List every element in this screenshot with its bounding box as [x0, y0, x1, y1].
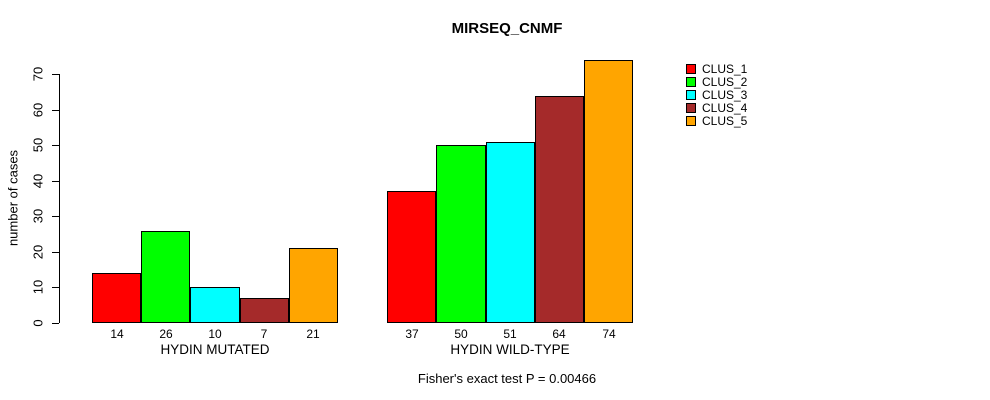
bar-value-label: 74 [602, 327, 616, 341]
bar-clus_3-2 [486, 142, 535, 323]
y-tick-label: 0 [30, 319, 45, 327]
bar-value-label: 10 [208, 327, 222, 341]
bar-clus_5-1 [289, 248, 338, 323]
bar-value-label: 50 [454, 327, 468, 341]
y-tick-mark [52, 74, 59, 75]
y-tick-mark [52, 110, 59, 111]
legend-label: CLUS_4 [702, 101, 748, 115]
bar-value-label: 26 [159, 327, 173, 341]
legend-label: CLUS_2 [702, 75, 748, 89]
bar-clus_4-1 [240, 298, 289, 323]
chart-title: MIRSEQ_CNMF [451, 20, 563, 37]
x-category-label: HYDIN MUTATED [160, 342, 270, 357]
y-tick-label: 10 [30, 279, 45, 295]
legend-row: CLUS_4 [686, 101, 747, 115]
legend-label: CLUS_3 [702, 88, 748, 102]
bar-value-label: 21 [306, 327, 320, 341]
y-tick-mark [52, 252, 59, 253]
y-tick-label: 50 [30, 137, 45, 153]
bar-value-label: 37 [405, 327, 419, 341]
fisher-test-annotation: Fisher's exact test P = 0.00466 [417, 371, 597, 386]
bar-value-label: 51 [503, 327, 517, 341]
y-tick-mark [52, 287, 59, 288]
y-tick-label: 70 [30, 66, 45, 82]
y-tick-label: 30 [30, 208, 45, 224]
legend-row: CLUS_3 [686, 88, 747, 102]
bar-value-label: 7 [260, 327, 268, 341]
legend-swatch-clus_5 [686, 116, 696, 126]
bar-clus_4-2 [535, 96, 584, 323]
bar-clus_1-2 [387, 191, 436, 323]
legend-swatch-clus_4 [686, 103, 696, 113]
x-category-label: HYDIN WILD-TYPE [450, 342, 570, 357]
legend-swatch-clus_1 [686, 64, 696, 74]
y-axis-label: number of cases [5, 149, 21, 247]
legend-row: CLUS_5 [686, 114, 747, 128]
y-tick-label: 20 [30, 244, 45, 260]
bar-clus_5-2 [584, 60, 633, 323]
bar-clus_2-2 [436, 145, 486, 323]
bar-clus_2-1 [141, 231, 190, 323]
bar-clus_3-1 [190, 287, 240, 323]
bar-clus_1-1 [92, 273, 141, 323]
legend-row: CLUS_2 [686, 75, 747, 89]
legend-label: CLUS_5 [702, 114, 748, 128]
y-tick-mark [52, 181, 59, 182]
y-tick-mark [52, 145, 59, 146]
bar-value-label: 64 [552, 327, 566, 341]
legend-row: CLUS_1 [686, 62, 747, 76]
y-tick-label: 60 [30, 102, 45, 118]
y-tick-mark [52, 323, 59, 324]
legend-label: CLUS_1 [702, 62, 748, 76]
y-tick-mark [52, 216, 59, 217]
legend-swatch-clus_3 [686, 90, 696, 100]
y-tick-label: 40 [30, 173, 45, 189]
legend-swatch-clus_2 [686, 77, 696, 87]
y-axis-line [59, 74, 60, 323]
bar-value-label: 14 [110, 327, 124, 341]
